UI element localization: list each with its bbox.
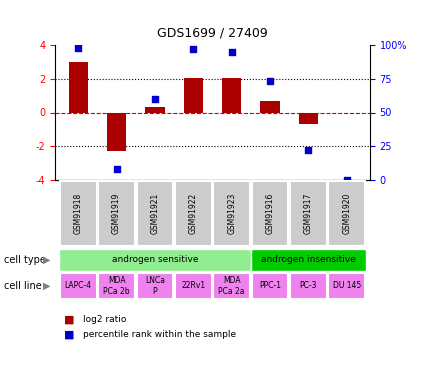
FancyBboxPatch shape [60,182,96,246]
Text: ▶: ▶ [42,255,50,265]
Text: GSM91920: GSM91920 [342,193,351,234]
Point [343,177,350,183]
Text: MDA
PCa 2a: MDA PCa 2a [218,276,245,296]
Text: GSM91918: GSM91918 [74,193,83,234]
FancyBboxPatch shape [136,182,173,246]
Text: percentile rank within the sample: percentile rank within the sample [83,330,236,339]
Text: log2 ratio: log2 ratio [83,315,126,324]
FancyBboxPatch shape [252,182,289,246]
Bar [145,107,164,112]
Text: PC-3: PC-3 [300,281,317,290]
Text: GSM91923: GSM91923 [227,193,236,234]
FancyBboxPatch shape [59,249,251,271]
Text: GSM91922: GSM91922 [189,193,198,234]
Text: MDA
PCa 2b: MDA PCa 2b [103,276,130,296]
Text: ■: ■ [64,315,74,325]
Bar [222,78,241,112]
Bar [299,112,318,125]
FancyBboxPatch shape [251,249,366,271]
Text: DU 145: DU 145 [333,281,361,290]
FancyBboxPatch shape [213,273,250,298]
FancyBboxPatch shape [98,182,135,246]
FancyBboxPatch shape [329,273,365,298]
FancyBboxPatch shape [175,182,212,246]
FancyBboxPatch shape [98,273,135,298]
Point [152,96,159,102]
Point [266,78,273,84]
FancyBboxPatch shape [175,273,212,298]
FancyBboxPatch shape [60,273,96,298]
Point [228,49,235,55]
Point [75,45,82,51]
Bar [107,112,126,151]
Text: 22Rv1: 22Rv1 [181,281,205,290]
Text: LAPC-4: LAPC-4 [65,281,92,290]
Text: GSM91921: GSM91921 [150,193,159,234]
Text: androgen sensitive: androgen sensitive [112,255,198,264]
Text: ▶: ▶ [42,281,50,291]
FancyBboxPatch shape [213,182,250,246]
Text: androgen insensitive: androgen insensitive [261,255,356,264]
FancyBboxPatch shape [136,273,173,298]
Text: ■: ■ [64,330,74,340]
Text: GSM91919: GSM91919 [112,193,121,234]
Text: PPC-1: PPC-1 [259,281,281,290]
Text: cell type: cell type [4,255,46,265]
FancyBboxPatch shape [290,182,327,246]
FancyBboxPatch shape [329,182,365,246]
Point [305,147,312,153]
FancyBboxPatch shape [252,273,289,298]
Text: GSM91917: GSM91917 [304,193,313,234]
Bar [184,78,203,112]
FancyBboxPatch shape [290,273,327,298]
Bar [69,62,88,112]
Text: cell line: cell line [4,281,42,291]
Point [113,166,120,172]
Bar [261,101,280,112]
Point [190,46,197,52]
Text: LNCa
P: LNCa P [145,276,165,296]
Text: GDS1699 / 27409: GDS1699 / 27409 [157,26,268,39]
Text: GSM91916: GSM91916 [266,193,275,234]
